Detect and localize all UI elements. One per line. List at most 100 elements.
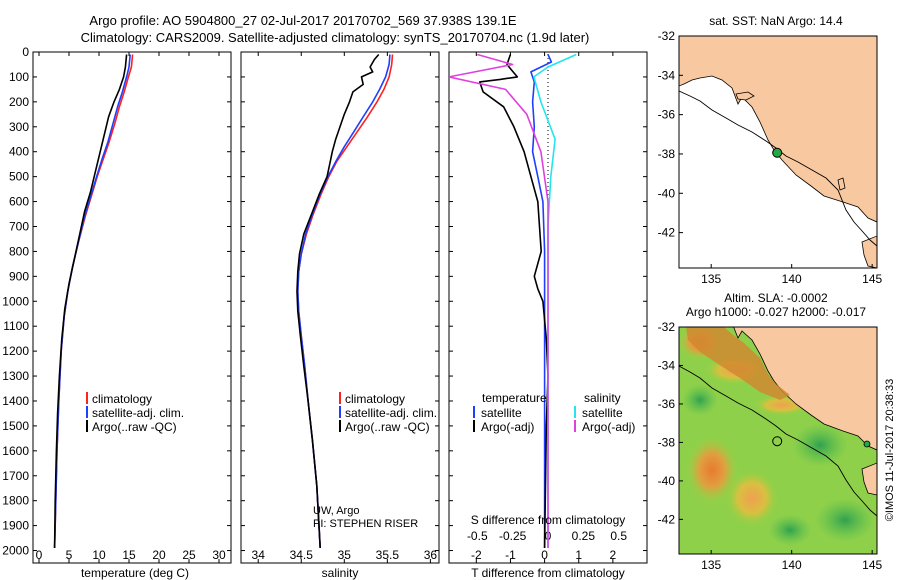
temperature-x-axis: 0 5 10 15 20 25 30 bbox=[36, 52, 226, 563]
sst-land-australia bbox=[679, 36, 877, 223]
depth-tick-label: 1400 bbox=[2, 394, 29, 408]
station-marker bbox=[863, 440, 871, 448]
legend-satellite: satellite-adj. clim. bbox=[345, 406, 437, 420]
legend-climatology: climatology bbox=[92, 392, 152, 406]
difference-x-axis: -2 -1 0 1 2 bbox=[471, 52, 617, 563]
sla-title-line2: Argo h1000: -0.027 h2000: -0.017 bbox=[686, 305, 866, 319]
depth-tick-label: 1700 bbox=[2, 469, 29, 483]
depth-tick-label: 100 bbox=[9, 70, 29, 84]
map-y-tick-label: -38 bbox=[658, 435, 676, 449]
x-tick-label: 36 bbox=[424, 548, 438, 562]
sst-land-kangaroo-island bbox=[735, 91, 755, 101]
legend-swatch-argo bbox=[86, 420, 88, 432]
map-y-tick-label: -40 bbox=[658, 186, 676, 200]
map-x-tick-label: 135 bbox=[701, 272, 721, 286]
series-line-t-argo-adj- bbox=[478, 54, 549, 549]
map-y-tick-label: -42 bbox=[658, 512, 676, 526]
temperature-depth-axis: 0 100 200 300 400 500 600 700 800 900 1000 1100 1200… bbox=[2, 45, 231, 558]
sla-land-australia bbox=[679, 327, 877, 451]
difference-panel: -2 -1 0 1 2 -0.5 -0.25 0 0.25 0.5 temperature sa… bbox=[448, 51, 648, 580]
depth-tick-label: 500 bbox=[9, 170, 29, 184]
s-diff-tick-label: 0.5 bbox=[610, 529, 627, 543]
sla-anomaly bbox=[686, 436, 738, 504]
depth-tick-label: 1200 bbox=[2, 344, 29, 358]
map-y-tick-label: -42 bbox=[658, 226, 676, 240]
series-line-t-satellite bbox=[530, 54, 553, 548]
salinity-depth-ticks bbox=[241, 51, 439, 552]
depth-tick-label: 1100 bbox=[3, 319, 29, 333]
x-tick-label: 5 bbox=[66, 548, 73, 562]
salinity-x-axis: 34 34.5 35 35.5 36 bbox=[252, 52, 438, 563]
sst-map-frame bbox=[678, 35, 878, 269]
map-y-tick-label: -36 bbox=[658, 108, 676, 122]
depth-tick-label: 400 bbox=[9, 145, 29, 159]
map-y-tick-label: -38 bbox=[658, 147, 676, 161]
map-y-tick-label: -32 bbox=[658, 29, 676, 43]
x-tick-label: 0 bbox=[541, 548, 548, 562]
map-x-tick-label: 140 bbox=[782, 272, 802, 286]
legend-s-argo: Argo(-adj) bbox=[582, 420, 635, 434]
sla-coastal-warm-band bbox=[686, 327, 790, 400]
pi-annotation: PI: STEPHEN RISER bbox=[313, 518, 418, 530]
legend-swatch-satellite bbox=[339, 406, 341, 418]
temperature-plot-frame bbox=[32, 51, 232, 564]
s-diff-tick-label: -0.5 bbox=[467, 529, 488, 543]
salinity-x-label: salinity bbox=[322, 566, 359, 580]
x-tick-label: 30 bbox=[212, 548, 226, 562]
legend-swatch-argo bbox=[339, 420, 341, 432]
depth-tick-label: 1000 bbox=[2, 294, 29, 308]
sla-anomaly bbox=[682, 384, 718, 416]
x-tick-label: -2 bbox=[471, 548, 482, 562]
map-x-tick-label: 145 bbox=[862, 272, 882, 286]
data-provider-annotation: UW, Argo bbox=[313, 505, 359, 517]
sla-map-panel: Altim. SLA: -0.0002 Argo h1000: -0.027 h… bbox=[658, 291, 883, 572]
float-location-marker bbox=[772, 147, 783, 158]
legend-argo: Argo(..raw -QC) bbox=[92, 420, 177, 434]
map-x-tick-label: 140 bbox=[782, 558, 802, 572]
legend-swatch-satellite bbox=[86, 406, 88, 418]
salinity-panel: 34 34.5 35 35.5 36 salinity climatology sate… bbox=[240, 51, 440, 580]
difference-legend: temperature salinity satellite Argo(-adj… bbox=[473, 391, 635, 434]
imos-credit: ©IMOS 11-Jul-2017 20:38:33 bbox=[884, 379, 896, 521]
s-diff-tick-label: 0.25 bbox=[572, 529, 596, 543]
depth-tick-label: 300 bbox=[9, 120, 29, 134]
sst-map-panel: sat. SST: NaN Argo: 14.4 135 140 145 -32 -34… bbox=[658, 14, 883, 286]
map-x-tick-label: 135 bbox=[701, 558, 721, 572]
temperature-legend: climatology satellite-adj. clim. Argo(..… bbox=[86, 392, 184, 434]
map-y-tick-label: -32 bbox=[658, 320, 676, 334]
series-line-argo-raw-qc- bbox=[296, 53, 380, 549]
figure-title-line2: Climatology: CARS2009. Satellite-adjuste… bbox=[81, 30, 590, 45]
x-tick-label: 15 bbox=[122, 548, 136, 562]
legend-header-salinity: salinity bbox=[584, 391, 621, 405]
x-tick-label: 35.5 bbox=[376, 548, 400, 562]
depth-tick-label: 2000 bbox=[2, 544, 29, 558]
x-tick-label: 0 bbox=[36, 548, 43, 562]
depth-tick-label: 600 bbox=[9, 195, 29, 209]
legend-satellite: satellite-adj. clim. bbox=[92, 406, 184, 420]
sla-anomaly bbox=[792, 423, 848, 467]
s-diff-tick-label: -0.25 bbox=[499, 529, 527, 543]
sst-map-title: sat. SST: NaN Argo: 14.4 bbox=[709, 14, 843, 28]
depth-tick-label: 1500 bbox=[2, 419, 29, 433]
legend-swatch-climatology bbox=[339, 392, 341, 404]
map-y-tick-label: -36 bbox=[658, 397, 676, 411]
legend-swatch-t-argo bbox=[473, 420, 475, 432]
salinity-plot-frame bbox=[240, 51, 440, 564]
figure-title-line1: Argo profile: AO 5904800_27 02-Jul-2017 … bbox=[89, 13, 517, 28]
temperature-difference-label: T difference from climatology bbox=[471, 566, 625, 580]
legend-climatology: climatology bbox=[345, 392, 405, 406]
sla-anomaly bbox=[726, 470, 778, 526]
sla-map-axes: 135 140 145 -32 -34 -36 -38 -40 -42 bbox=[658, 320, 883, 572]
sla-map-frame bbox=[678, 326, 878, 555]
depth-tick-label: 800 bbox=[9, 244, 29, 258]
map-y-tick-label: -40 bbox=[658, 474, 676, 488]
x-tick-label: 34.5 bbox=[290, 548, 314, 562]
x-tick-label: 35 bbox=[338, 548, 352, 562]
legend-swatch-climatology bbox=[86, 392, 88, 404]
depth-tick-label: 1800 bbox=[2, 494, 29, 508]
x-tick-label: 1 bbox=[575, 548, 582, 562]
depth-tick-label: 1900 bbox=[2, 519, 29, 533]
map-x-tick-label: 145 bbox=[862, 558, 882, 572]
legend-t-argo: Argo(-adj) bbox=[481, 420, 534, 434]
